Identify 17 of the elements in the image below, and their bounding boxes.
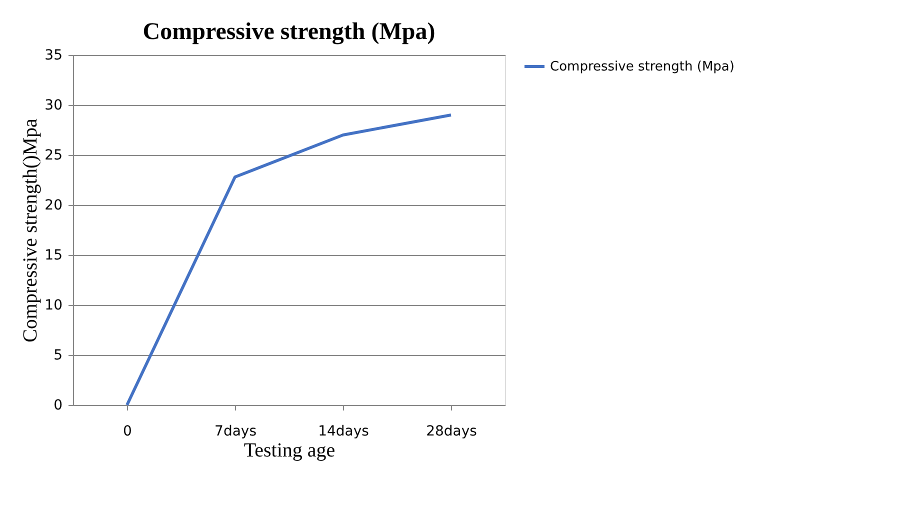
y-tick-label: 30	[44, 98, 62, 114]
x-tick-label: 28days	[426, 424, 477, 440]
y-tick-label: 0	[54, 398, 62, 414]
legend-label: Compressive strength (Mpa)	[550, 60, 734, 74]
chart-title: Compressive strength (Mpa)	[142, 19, 436, 45]
y-tick-label: 10	[44, 298, 62, 314]
y-tick-label: 5	[54, 348, 62, 364]
x-tick-label: 0	[123, 424, 132, 440]
line-series	[126, 114, 452, 406]
x-axis-title: Testing age	[244, 440, 336, 462]
x-tick-label: 7days	[214, 424, 256, 440]
y-tick-label: 15	[44, 248, 62, 264]
x-tick-label: 14days	[318, 424, 369, 440]
y-axis-title: Compressive strength()Mpa	[20, 118, 42, 342]
y-tick-label: 20	[44, 198, 62, 214]
y-tick-label: 25	[44, 148, 62, 164]
y-tick-label: 35	[44, 48, 62, 64]
